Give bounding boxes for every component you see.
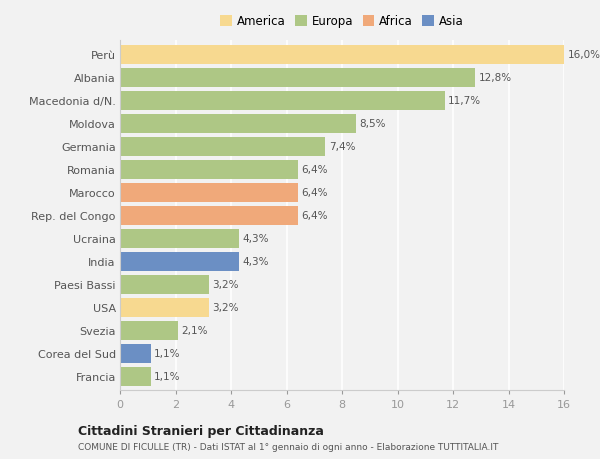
Text: 1,1%: 1,1%: [154, 348, 181, 358]
Bar: [120, 207, 298, 225]
Bar: [120, 114, 356, 133]
Text: 6,4%: 6,4%: [301, 165, 328, 175]
Bar: [120, 229, 239, 248]
Text: Cittadini Stranieri per Cittadinanza: Cittadini Stranieri per Cittadinanza: [78, 425, 324, 437]
Bar: [120, 367, 151, 386]
Bar: [120, 298, 209, 317]
Text: 4,3%: 4,3%: [242, 234, 269, 244]
Bar: [120, 321, 178, 340]
Text: 6,4%: 6,4%: [301, 211, 328, 221]
Legend: America, Europa, Africa, Asia: America, Europa, Africa, Asia: [217, 12, 467, 32]
Bar: [120, 68, 475, 87]
Text: 8,5%: 8,5%: [359, 119, 386, 129]
Text: 6,4%: 6,4%: [301, 188, 328, 198]
Bar: [120, 344, 151, 363]
Text: 3,2%: 3,2%: [212, 280, 239, 290]
Text: 11,7%: 11,7%: [448, 96, 481, 106]
Text: 12,8%: 12,8%: [479, 73, 512, 83]
Bar: [120, 160, 298, 179]
Text: 1,1%: 1,1%: [154, 371, 181, 381]
Bar: [120, 138, 325, 156]
Text: 16,0%: 16,0%: [568, 50, 600, 60]
Bar: [120, 252, 239, 271]
Text: 4,3%: 4,3%: [242, 257, 269, 267]
Bar: [120, 275, 209, 294]
Text: 2,1%: 2,1%: [182, 325, 208, 336]
Bar: [120, 45, 564, 64]
Bar: [120, 183, 298, 202]
Text: 3,2%: 3,2%: [212, 302, 239, 313]
Text: COMUNE DI FICULLE (TR) - Dati ISTAT al 1° gennaio di ogni anno - Elaborazione TU: COMUNE DI FICULLE (TR) - Dati ISTAT al 1…: [78, 442, 499, 451]
Text: 7,4%: 7,4%: [329, 142, 355, 152]
Bar: [120, 91, 445, 110]
